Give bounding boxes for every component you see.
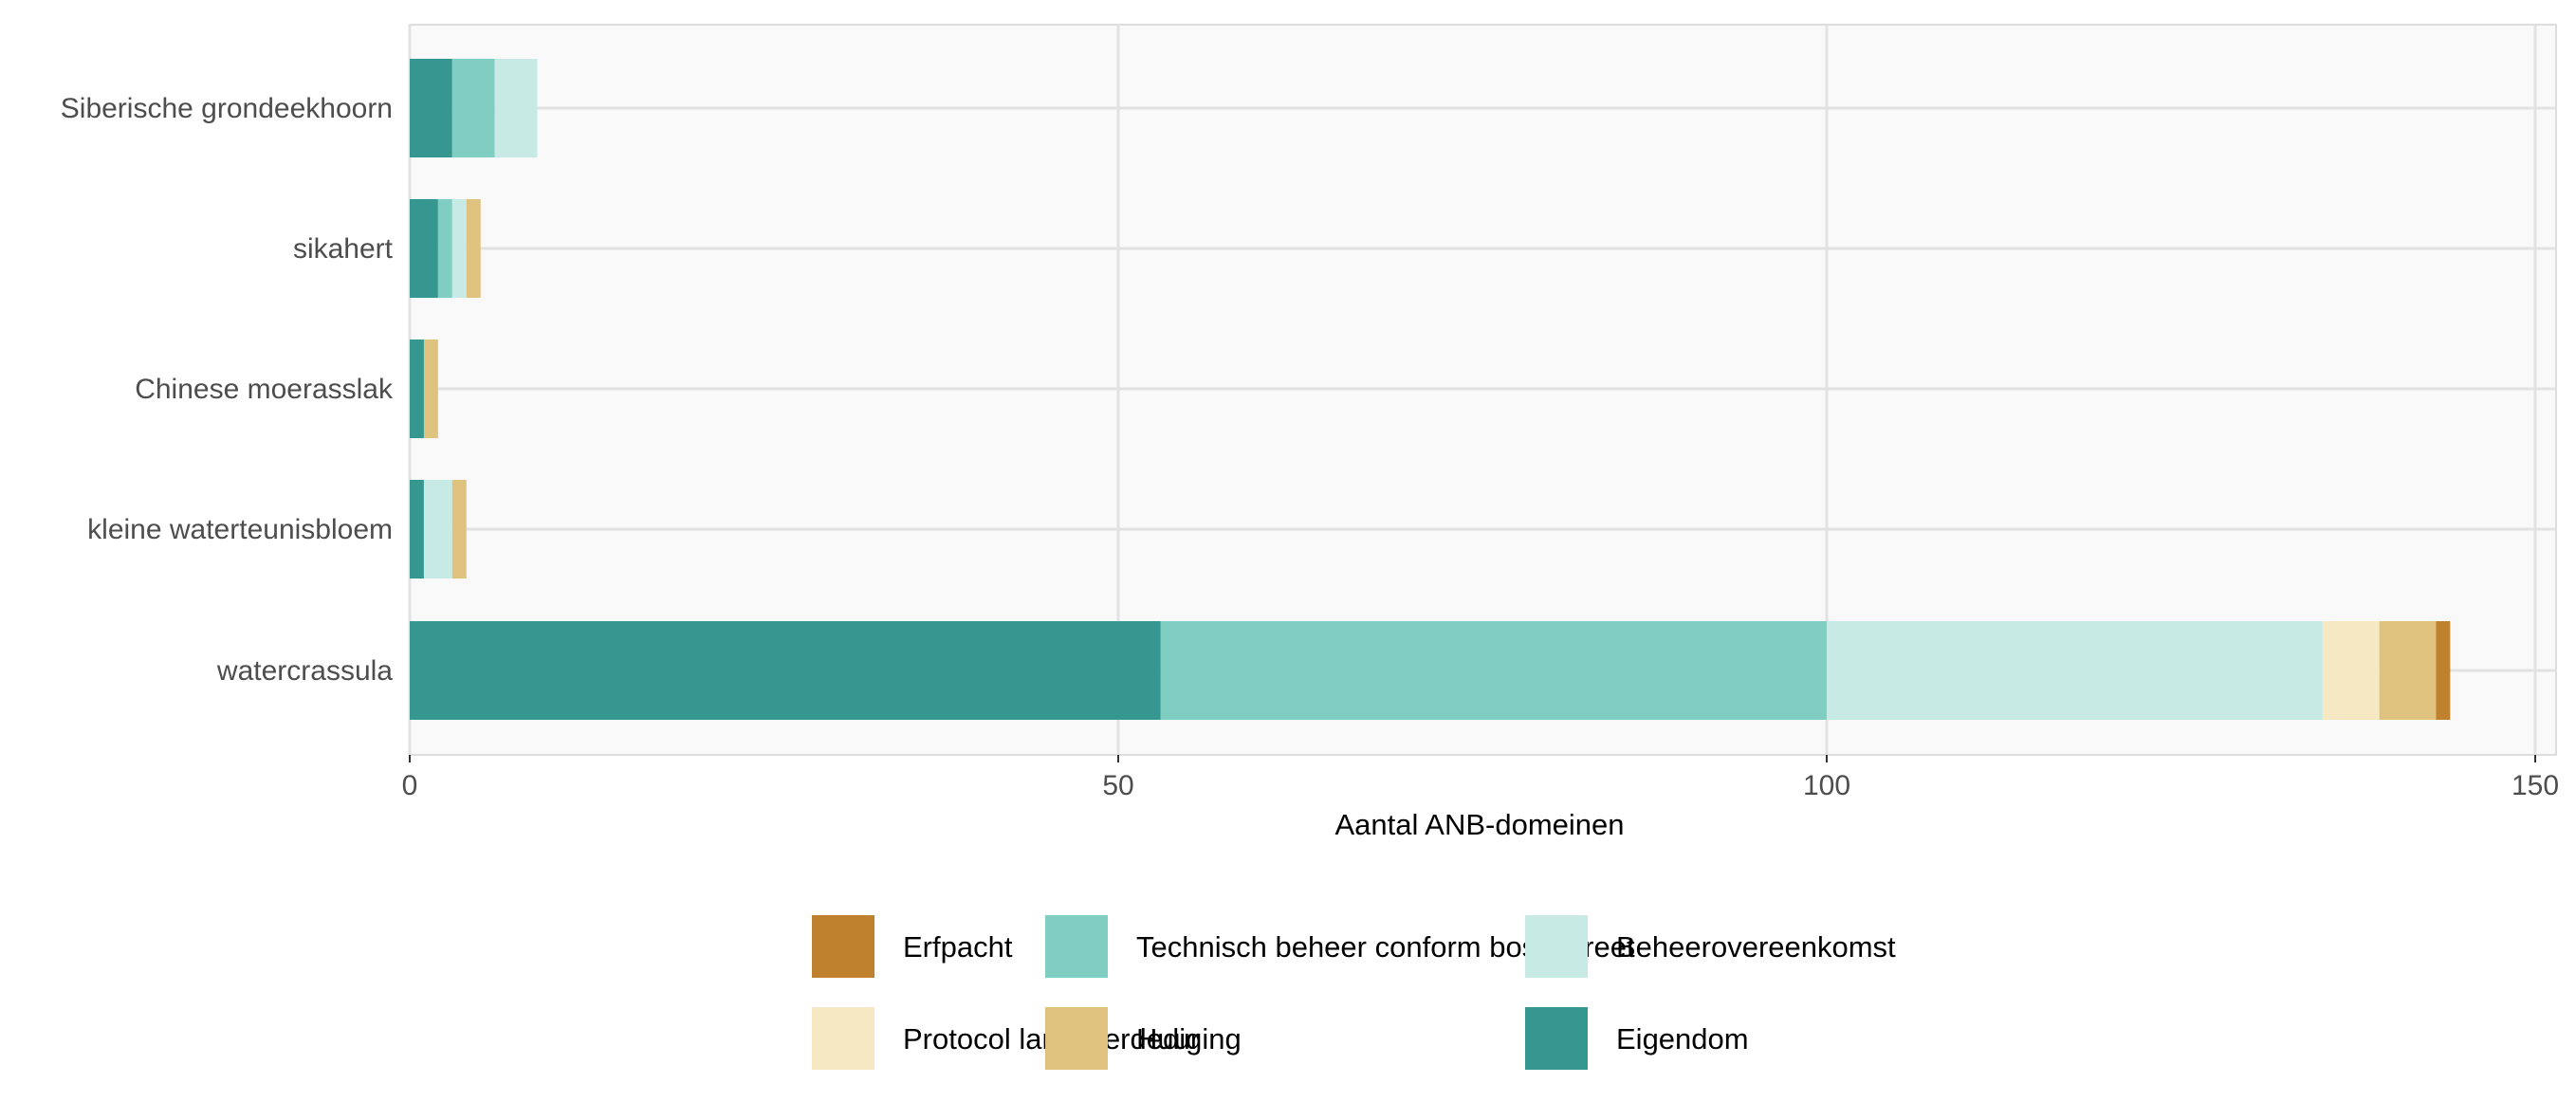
bar-segment [437,199,452,298]
bar-segment [410,621,1161,720]
bar-segment [410,59,452,157]
legend-key [812,1007,874,1070]
bar-segment [2322,621,2380,720]
legend-key [1525,1007,1588,1070]
x-axis-title: Aantal ANB-domeinen [1334,808,1624,841]
bar-segment [423,480,452,578]
bar-segment [2379,621,2437,720]
bar-segment [466,199,481,298]
category-labels: Siberische grondeekhoorn sikahert Chinese … [61,93,394,687]
legend-key [1045,915,1108,978]
legend-label: Erfpacht [903,930,1013,964]
legend-key [1525,915,1588,978]
legend-key [812,915,874,978]
x-tick-label: 50 [1102,770,1133,801]
bar-segment [410,199,438,298]
bar-segment [451,59,495,157]
bar-segment [423,340,438,438]
category-label: watercrassula [216,655,393,687]
category-label: sikahert [293,233,394,265]
bar-segment [494,59,538,157]
x-tick-label: 100 [1803,770,1850,801]
bar-segment [2436,621,2451,720]
x-axis-ticks: 0 50 100 150 [402,755,2559,801]
bars-group [410,59,2451,720]
bar-segment [410,340,424,438]
x-tick-label: 0 [402,770,418,801]
legend-key [1045,1007,1108,1070]
bar-segment [1160,621,1827,720]
x-tick-label: 150 [2512,770,2559,801]
bar-segment [1827,621,2323,720]
legend-label: Huur [1136,1022,1200,1056]
legend-label: Beheerovereenkomst [1616,930,1896,964]
category-label: Chinese moerasslak [135,374,394,405]
bar-segment [451,199,467,298]
bar-segment [410,480,424,578]
category-label: Siberische grondeekhoorn [61,93,393,124]
category-label: kleine waterteunisbloem [87,514,393,545]
legend-label: Eigendom [1616,1022,1749,1056]
bar-segment [451,480,467,578]
